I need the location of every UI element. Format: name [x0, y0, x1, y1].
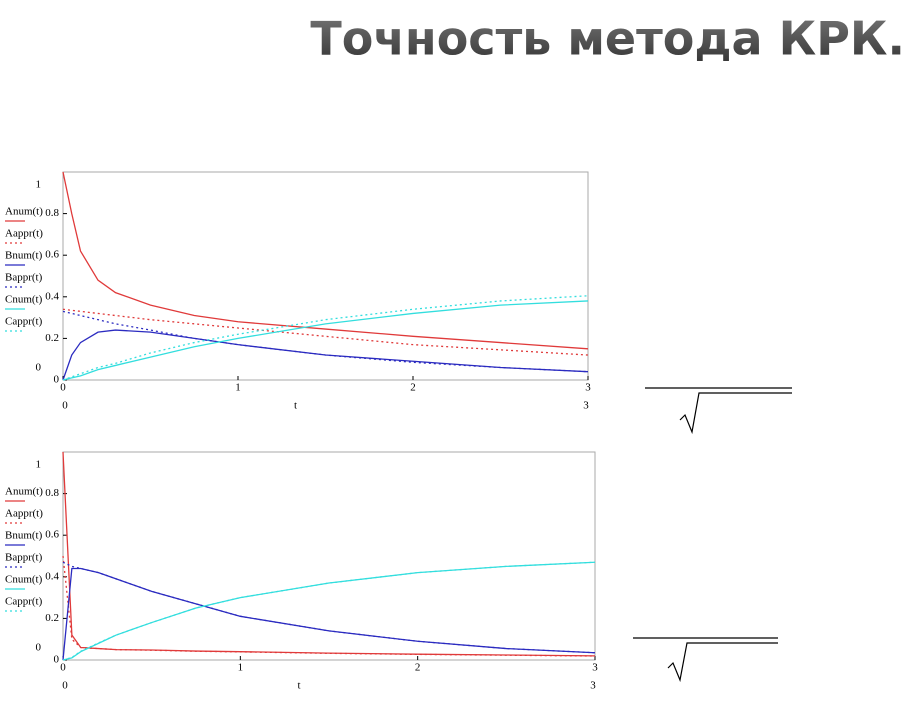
- x-axis-label: t: [297, 680, 300, 692]
- x-tick-label: 1: [235, 382, 241, 394]
- y-min-label: 0: [36, 642, 42, 654]
- series-line: [62, 329, 589, 381]
- y-tick-label: 0.8: [45, 207, 59, 219]
- legend-label: Bappr(t): [5, 552, 43, 564]
- x-min-label: 0: [62, 400, 68, 412]
- legend-label: Cappr(t): [5, 316, 43, 328]
- x-tick-label: 2: [415, 662, 421, 674]
- sqrt-symbol: [633, 387, 792, 683]
- series-line: [62, 310, 589, 373]
- series-line: [62, 561, 596, 654]
- legend-label: Bnum(t): [5, 250, 43, 262]
- y-tick-label: 0.8: [45, 487, 59, 499]
- y-min-label: 0: [36, 362, 42, 374]
- x-max-label: 3: [590, 680, 596, 692]
- x-max-label: 3: [583, 400, 589, 412]
- legend-label: Cappr(t): [5, 596, 43, 608]
- x-min-label: 0: [62, 680, 68, 692]
- y-tick-label: 0: [54, 374, 60, 386]
- legend-label: Cnum(t): [5, 574, 43, 586]
- y-max-label: 1: [36, 459, 42, 471]
- series-line: [62, 300, 589, 381]
- legend-label: Bappr(t): [5, 272, 43, 284]
- series-line: [62, 561, 596, 661]
- x-tick-label: 0: [60, 662, 66, 674]
- y-tick-label: 0.6: [45, 529, 59, 541]
- legend-label: Aappr(t): [5, 508, 43, 520]
- legend-label: Anum(t): [5, 206, 43, 218]
- slide-title: Точность метода КРК.: [310, 12, 905, 66]
- y-tick-label: 0.4: [45, 290, 59, 302]
- series-line: [62, 567, 596, 661]
- plot-frame: [62, 451, 596, 661]
- y-tick-label: 0.2: [45, 612, 59, 624]
- x-axis-label: t: [294, 400, 297, 412]
- y-tick-label: 0: [54, 654, 60, 666]
- x-tick-label: 2: [410, 382, 416, 394]
- x-tick-label: 3: [585, 382, 591, 394]
- y-max-label: 1: [36, 179, 42, 191]
- x-tick-label: 0: [60, 382, 66, 394]
- legend-label: Aappr(t): [5, 228, 43, 240]
- series-line: [62, 171, 589, 350]
- legend-label: Anum(t): [5, 486, 43, 498]
- y-tick-label: 0.6: [45, 249, 59, 261]
- y-tick-label: 0.4: [45, 570, 59, 582]
- series-line: [62, 561, 596, 661]
- x-tick-label: 3: [592, 662, 598, 674]
- legend-label: Bnum(t): [5, 530, 43, 542]
- series-line: [62, 451, 596, 657]
- plot-frame: [62, 171, 589, 381]
- x-tick-label: 1: [238, 662, 244, 674]
- legend-label: Cnum(t): [5, 294, 43, 306]
- y-tick-label: 0.2: [45, 332, 59, 344]
- series-line: [62, 555, 596, 657]
- series-line: [62, 308, 589, 356]
